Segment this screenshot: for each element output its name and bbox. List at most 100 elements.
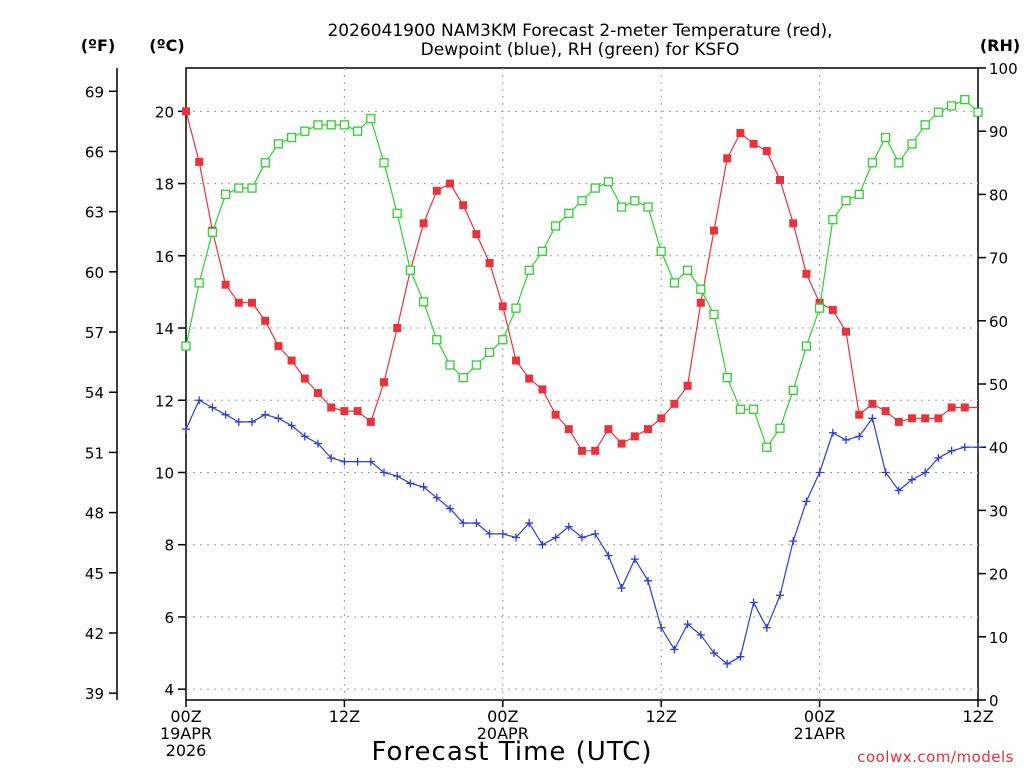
rh-point: [247, 183, 257, 193]
rh-point: [669, 278, 680, 288]
rh-point: [471, 360, 482, 370]
dewpoint-point: [459, 519, 468, 528]
rh-point: [339, 120, 350, 130]
temperature-point: [261, 316, 270, 325]
dewpoint-point: [432, 493, 441, 502]
temperature-point: [380, 378, 388, 387]
temperature-point: [234, 298, 243, 307]
rh-point: [656, 246, 666, 256]
rh-line: [185, 98, 979, 449]
temperature-point: [393, 324, 402, 333]
temperature-point: [327, 403, 336, 412]
fahrenheit-unit-label: (ºF): [81, 36, 116, 55]
dewpoint-point: [234, 417, 243, 426]
dewpoint-point: [446, 504, 454, 513]
dewpoint-point: [934, 454, 943, 463]
temperature-point: [855, 410, 864, 419]
rh-point: [696, 284, 706, 294]
temperature-point: [604, 425, 613, 434]
rh-point: [194, 278, 204, 288]
rh-point: [458, 373, 468, 383]
time-tick-label: 20APR: [477, 724, 529, 743]
dewpoint-point: [855, 432, 864, 441]
celsius-axis: 4 6 8 10 12 14 16 18 20: [155, 103, 186, 699]
dewpoint-point: [604, 551, 613, 560]
dewpoint-point: [683, 620, 692, 629]
dewpoint-point: [525, 519, 534, 528]
dewpoint-point: [300, 432, 309, 441]
fahrenheit-tick-label: 69: [85, 83, 104, 101]
fahrenheit-tick-label: 66: [85, 143, 104, 161]
temperature-point: [881, 407, 890, 416]
rh-point: [445, 360, 455, 370]
fahrenheit-tick-label: 39: [85, 685, 104, 703]
rh-tick-label: 70: [989, 250, 1008, 268]
time-tick-label: 00Z: [487, 707, 518, 726]
temperature-point: [657, 414, 666, 423]
dewpoint-point: [366, 457, 375, 466]
temperature-point: [591, 446, 600, 455]
rh-point: [867, 158, 878, 168]
dewpoint-point: [670, 645, 679, 654]
dewpoint-point: [340, 457, 349, 466]
rh-point: [590, 183, 600, 193]
time-tick-label: 2026: [166, 741, 207, 760]
rh-point: [432, 335, 442, 345]
temperature-point: [630, 432, 639, 441]
celsius-tick-label: 12: [155, 392, 174, 410]
dewpoint-point: [815, 468, 824, 477]
rh-tick-label: 90: [989, 123, 1008, 141]
temperature-point: [762, 147, 771, 156]
temperature-point: [736, 129, 745, 138]
rh-point: [828, 215, 838, 225]
fahrenheit-tick-label: 63: [85, 204, 104, 222]
fahrenheit-tick-label: 45: [85, 565, 104, 583]
rh-point: [603, 177, 614, 187]
dewpoint-point: [842, 435, 850, 444]
temperature-point: [340, 407, 349, 416]
temperature-point: [459, 201, 468, 210]
temperature-point: [274, 342, 283, 351]
celsius-tick-label: 6: [164, 609, 174, 627]
dewpoint-point: [248, 417, 256, 426]
rh-point: [933, 107, 944, 117]
rh-point: [775, 423, 785, 433]
rh-point: [643, 202, 653, 212]
temperature-point: [578, 446, 586, 455]
fahrenheit-tick-label: 51: [85, 444, 104, 462]
rh-point: [260, 158, 270, 168]
temperature-point: [419, 219, 428, 228]
dewpoint-point: [327, 454, 336, 463]
dewpoint-point: [908, 475, 916, 484]
rh-point: [273, 139, 284, 149]
rh-unit-label: (RH): [980, 36, 1020, 55]
temperature-point: [551, 410, 560, 419]
rh-point: [709, 309, 719, 320]
rh-tick-label: 0: [989, 692, 999, 710]
rh-point: [880, 132, 891, 143]
temperature-point: [248, 298, 256, 307]
dewpoint-point: [419, 482, 428, 491]
temperature-point: [683, 381, 692, 390]
dewpoint-point: [591, 529, 600, 538]
rh-point: [181, 341, 191, 351]
fahrenheit-axis: 39 42 45 48 51 54 57 60 63 66 69: [85, 68, 118, 703]
temperature-point: [472, 230, 481, 239]
temperature-point: [617, 439, 626, 448]
temperature-point: [842, 327, 850, 336]
grid-lines: [186, 68, 978, 700]
chart-title-line2: Dewpoint (blue), RH (green) for KSFO: [421, 40, 740, 60]
dewpoint-point: [380, 468, 388, 477]
fahrenheit-tick-label: 42: [85, 625, 104, 643]
dewpoint-point: [274, 414, 283, 423]
temperature-point: [485, 259, 494, 268]
rh-point: [682, 265, 693, 275]
x-axis-title: Forecast Time (UTC): [371, 737, 652, 767]
dewpoint-point: [736, 652, 745, 661]
temperature-point: [828, 305, 837, 314]
time-tick-label: 00Z: [804, 707, 835, 726]
rh-point: [894, 158, 904, 168]
temperature-point: [696, 298, 705, 307]
dewpoint-point: [828, 428, 837, 437]
